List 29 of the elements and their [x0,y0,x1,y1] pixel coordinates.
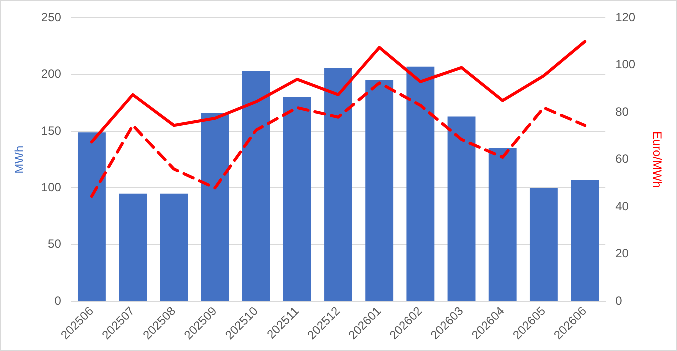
y-tick-label: 100 [41,180,62,194]
y-axis-title: MWh [12,146,27,174]
bar [488,148,517,302]
y2-tick-label: 100 [616,58,636,72]
y-tick-label: 200 [41,67,62,82]
bar [201,113,230,302]
y-tick-label: 250 [41,10,62,25]
y2-tick-label: 20 [616,246,630,261]
y2-tick-label: 0 [616,294,623,308]
y2-tick-label: 80 [616,104,630,119]
y2-axis-title: Euro/MWh [650,132,664,188]
bar [406,66,435,302]
y-tick-label: 150 [41,124,62,138]
y2-tick-label: 60 [616,152,630,166]
bar [283,98,312,302]
line-series [90,82,587,198]
bar [530,188,558,302]
bar [324,68,352,302]
bar [366,80,394,302]
bar [242,71,270,302]
bar [448,116,476,302]
bar [78,132,106,302]
y2-tick-label: 120 [616,10,636,25]
y-tick-label: 0 [54,294,62,308]
bar [119,194,148,302]
bar [160,194,188,302]
bar [571,180,600,302]
y2-tick-label: 40 [616,199,630,214]
y-tick-label: 50 [48,237,62,252]
